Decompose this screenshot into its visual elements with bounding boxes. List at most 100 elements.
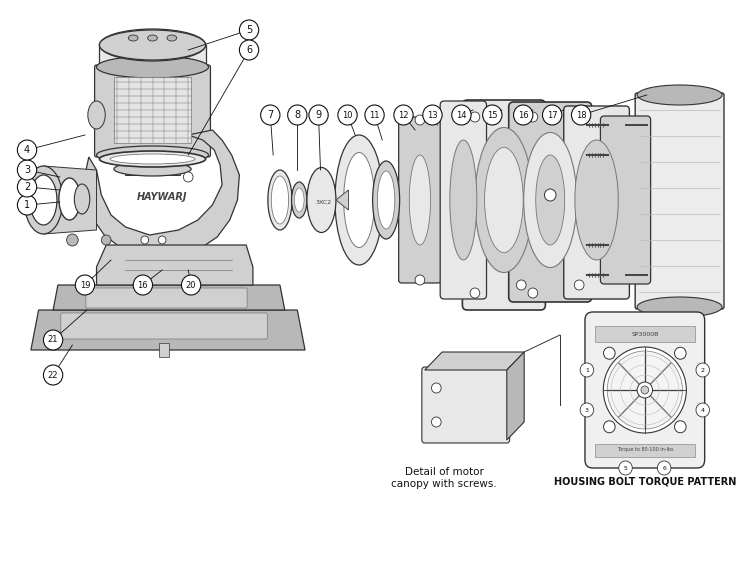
Text: 6: 6 — [663, 466, 666, 470]
Circle shape — [544, 189, 556, 201]
Text: 17: 17 — [547, 111, 557, 119]
Text: 1: 1 — [24, 200, 30, 210]
Text: 16: 16 — [138, 280, 148, 290]
Circle shape — [423, 105, 442, 125]
FancyBboxPatch shape — [86, 288, 247, 308]
Circle shape — [517, 114, 526, 124]
Ellipse shape — [99, 29, 205, 61]
Text: 5: 5 — [246, 25, 252, 35]
Ellipse shape — [307, 167, 336, 232]
Text: 5: 5 — [623, 466, 627, 470]
Text: HAYWARJ: HAYWARJ — [137, 192, 187, 202]
Bar — [159, 343, 169, 357]
Ellipse shape — [475, 128, 533, 273]
Text: 2: 2 — [24, 182, 30, 192]
Circle shape — [75, 275, 95, 295]
Ellipse shape — [96, 56, 208, 78]
Circle shape — [528, 112, 538, 122]
Circle shape — [637, 382, 653, 398]
Text: 12: 12 — [399, 111, 409, 119]
Polygon shape — [31, 310, 305, 350]
Circle shape — [483, 105, 502, 125]
Ellipse shape — [24, 166, 62, 234]
Circle shape — [394, 105, 413, 125]
Text: 18: 18 — [576, 111, 587, 119]
Polygon shape — [336, 190, 348, 210]
Circle shape — [67, 234, 78, 246]
Text: 9: 9 — [316, 110, 322, 120]
Circle shape — [44, 330, 62, 350]
Ellipse shape — [167, 35, 177, 41]
Ellipse shape — [637, 297, 722, 317]
Circle shape — [309, 105, 328, 125]
Polygon shape — [53, 285, 285, 310]
Circle shape — [675, 421, 686, 433]
Ellipse shape — [99, 151, 205, 167]
Ellipse shape — [110, 154, 195, 164]
Text: canopy with screws.: canopy with screws. — [391, 479, 497, 489]
Circle shape — [580, 403, 593, 417]
FancyBboxPatch shape — [600, 116, 650, 284]
Text: 16: 16 — [518, 111, 529, 119]
Text: 22: 22 — [48, 370, 59, 380]
Circle shape — [452, 105, 471, 125]
Bar — [595, 444, 695, 457]
Bar — [114, 77, 191, 143]
Circle shape — [102, 235, 111, 245]
FancyBboxPatch shape — [440, 101, 487, 299]
FancyBboxPatch shape — [399, 117, 441, 283]
Polygon shape — [96, 245, 253, 285]
Ellipse shape — [114, 162, 191, 176]
Circle shape — [261, 105, 280, 125]
Ellipse shape — [535, 155, 565, 245]
FancyBboxPatch shape — [95, 65, 211, 157]
Text: HOUSING BOLT TORQUE PATTERN: HOUSING BOLT TORQUE PATTERN — [553, 476, 736, 486]
Text: 3: 3 — [585, 408, 589, 412]
Circle shape — [44, 365, 62, 385]
Text: 15: 15 — [487, 111, 498, 119]
Circle shape — [239, 40, 259, 60]
Circle shape — [470, 288, 480, 298]
Ellipse shape — [292, 182, 307, 218]
FancyBboxPatch shape — [585, 312, 705, 468]
Ellipse shape — [99, 30, 205, 60]
Circle shape — [17, 177, 37, 197]
Polygon shape — [99, 45, 205, 65]
Text: 3XC2: 3XC2 — [315, 199, 332, 205]
FancyBboxPatch shape — [635, 93, 724, 309]
Text: SP3000B: SP3000B — [631, 332, 659, 336]
Ellipse shape — [295, 188, 304, 212]
Circle shape — [17, 160, 37, 180]
Circle shape — [415, 115, 425, 125]
Circle shape — [657, 461, 671, 475]
Ellipse shape — [147, 35, 157, 41]
Circle shape — [696, 363, 709, 377]
Ellipse shape — [484, 147, 523, 253]
Bar — [595, 326, 695, 342]
Circle shape — [17, 195, 37, 215]
Text: 20: 20 — [186, 280, 196, 290]
Ellipse shape — [74, 184, 89, 214]
Circle shape — [470, 112, 480, 122]
Text: 13: 13 — [427, 111, 438, 119]
Text: 4: 4 — [701, 408, 705, 412]
Text: 1: 1 — [585, 367, 589, 373]
Circle shape — [542, 105, 562, 125]
Ellipse shape — [59, 178, 80, 220]
FancyBboxPatch shape — [462, 100, 545, 310]
Text: 11: 11 — [369, 111, 380, 119]
Polygon shape — [507, 352, 524, 440]
FancyBboxPatch shape — [61, 313, 268, 339]
Ellipse shape — [335, 135, 384, 265]
Ellipse shape — [372, 161, 399, 239]
Circle shape — [239, 20, 259, 40]
Circle shape — [338, 105, 357, 125]
Circle shape — [133, 275, 153, 295]
Ellipse shape — [450, 140, 477, 260]
Text: 3: 3 — [24, 165, 30, 175]
Text: 8: 8 — [294, 110, 300, 120]
Ellipse shape — [637, 85, 722, 105]
Polygon shape — [44, 166, 96, 234]
Ellipse shape — [575, 140, 618, 260]
FancyBboxPatch shape — [564, 106, 629, 299]
